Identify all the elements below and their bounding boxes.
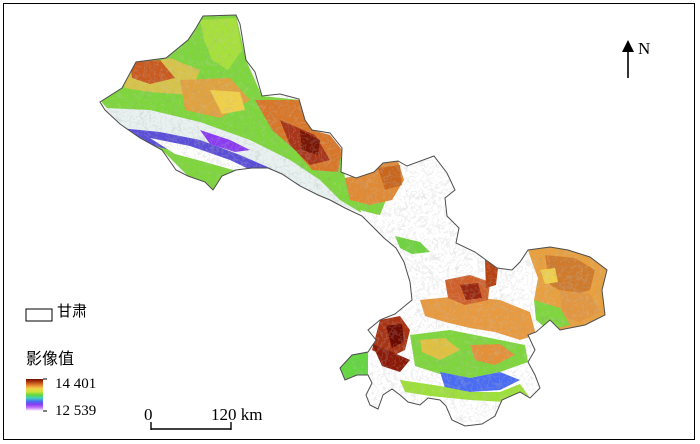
legend-color-ramp <box>26 379 43 411</box>
scale-bar <box>150 422 232 430</box>
scale-end-label: 120 km <box>211 405 263 424</box>
legend-min-label: 12 539 <box>55 403 97 419</box>
legend-boundary-swatch <box>25 308 53 322</box>
legend-max-label: 14 401 <box>55 376 97 392</box>
legend-province-label: 甘肃 <box>57 304 88 320</box>
legend-title: 影像值 <box>26 351 75 368</box>
north-arrow-icon <box>622 40 634 78</box>
scale-zero-label: 0 <box>144 405 153 424</box>
gansu-boundary <box>99 14 608 427</box>
north-label: N <box>638 39 651 58</box>
